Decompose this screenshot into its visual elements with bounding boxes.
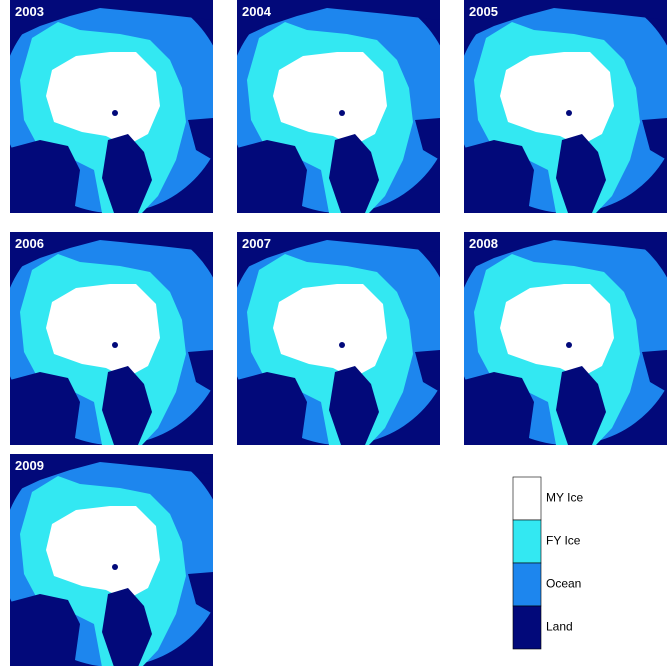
legend-label: MY Ice [546,491,583,505]
legend-label: Ocean [546,577,581,591]
map-panel: 2006 [1,219,227,445]
map [1,219,227,445]
land [10,372,80,445]
legend-swatch [513,520,541,563]
land [237,140,307,213]
land [10,594,80,666]
year-label: 2003 [15,4,44,19]
pole-marker [339,342,345,348]
year-label: 2008 [469,236,498,251]
map [455,0,670,213]
figure: 2003 2004 2005 2006 2007 2008 2009 MY Ice FY Ice… [0,0,670,666]
pole-marker [566,110,572,116]
legend-swatch [513,477,541,520]
land [237,372,307,445]
year-label: 2009 [15,458,44,473]
land [464,372,534,445]
year-label: 2004 [242,4,272,19]
map-panel: 2009 [1,441,227,666]
year-label: 2006 [15,236,44,251]
map [455,219,670,445]
land [10,140,80,213]
pole-marker [112,110,118,116]
map-panel: 2008 [455,219,670,445]
pole-marker [112,564,118,570]
year-label: 2005 [469,4,498,19]
legend-label: FY Ice [546,534,581,548]
legend-swatch [513,606,541,649]
legend-swatch [513,563,541,606]
land [464,140,534,213]
pole-marker [339,110,345,116]
map-panel: 2007 [228,219,454,445]
pole-marker [566,342,572,348]
legend-label: Land [546,620,573,634]
map-panel: 2004 [228,0,454,213]
map [1,441,227,666]
map [228,219,454,445]
map-panel: 2005 [455,0,670,213]
map-panel: 2003 [1,0,227,213]
pole-marker [112,342,118,348]
year-label: 2007 [242,236,271,251]
